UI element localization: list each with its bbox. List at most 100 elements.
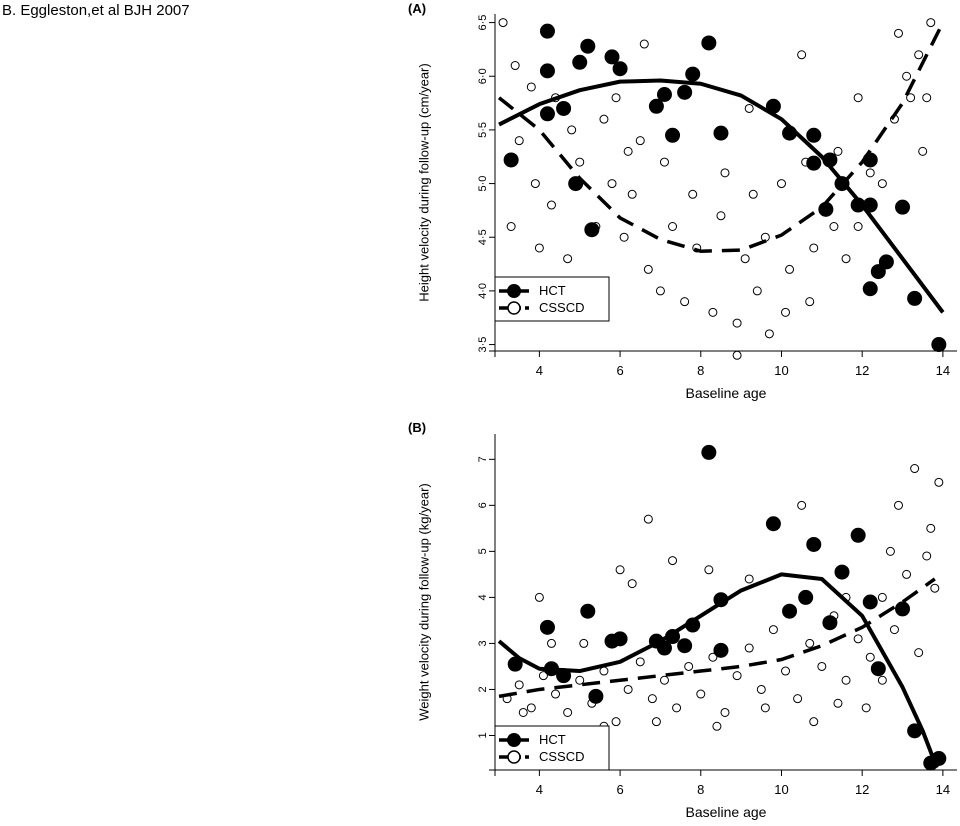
point-hct	[648, 98, 664, 114]
point-hct	[580, 38, 596, 54]
point-csscd	[506, 222, 516, 232]
point-hct	[806, 155, 822, 171]
point-csscd	[902, 71, 912, 81]
point-csscd	[672, 703, 682, 713]
point-hct	[556, 100, 572, 116]
point-csscd	[563, 707, 573, 717]
legend-marker-hct	[507, 733, 521, 747]
point-csscd	[805, 638, 815, 648]
point-csscd	[567, 125, 577, 135]
point-hct	[588, 688, 604, 704]
point-csscd	[877, 179, 887, 189]
point-csscd	[546, 200, 556, 210]
point-hct	[612, 631, 628, 647]
point-csscd	[865, 652, 875, 662]
point-hct	[665, 127, 681, 143]
x-tick-label: 8	[697, 782, 704, 797]
point-csscd	[914, 648, 924, 658]
legend-marker-hct	[507, 284, 521, 298]
point-csscd	[534, 592, 544, 602]
point-hct	[677, 638, 693, 654]
x-axis-label: Baseline age	[686, 385, 767, 401]
point-csscd	[668, 556, 678, 566]
point-csscd	[853, 93, 863, 103]
point-csscd	[708, 307, 718, 317]
citation-text: B. Eggleston,et al BJH 2007	[2, 2, 190, 19]
legend: HCT CSSCD	[494, 276, 610, 322]
point-csscd	[720, 707, 730, 717]
point-csscd	[680, 297, 690, 307]
point-csscd	[793, 694, 803, 704]
point-hct	[907, 723, 923, 739]
point-csscd	[615, 565, 625, 575]
point-csscd	[708, 652, 718, 662]
point-csscd	[712, 721, 722, 731]
point-csscd	[514, 136, 524, 146]
y-tick-label: 3	[477, 640, 489, 646]
y-tick-label: 2	[477, 686, 489, 692]
point-csscd	[752, 286, 762, 296]
point-csscd	[744, 574, 754, 584]
point-csscd	[926, 523, 936, 533]
y-axis-label: Weight velocity during follow-up (kg/yea…	[416, 483, 431, 720]
point-csscd	[668, 222, 678, 232]
point-hct	[834, 564, 850, 580]
y-tick-label: 4	[477, 594, 489, 600]
point-csscd	[643, 264, 653, 274]
point-csscd	[647, 694, 657, 704]
legend: HCT CSSCD	[494, 725, 610, 771]
point-csscd	[538, 671, 548, 681]
legend-marker-csscd	[507, 750, 521, 764]
point-hct	[907, 290, 923, 306]
point-hct	[850, 527, 866, 543]
panel-a: (A) 4 6 8 10 12 14 3·5 4·0 4·5 5·0 5·5 6·0 6·5 Baselin…	[408, 1, 957, 401]
x-tick-label: 8	[697, 363, 704, 378]
y-tick-label: 5	[477, 548, 489, 554]
point-csscd	[885, 546, 895, 556]
point-hct	[507, 656, 523, 672]
point-csscd	[841, 675, 851, 685]
point-hct	[604, 49, 620, 65]
point-csscd	[906, 93, 916, 103]
y-tick-label: 1	[477, 732, 489, 738]
point-csscd	[627, 579, 637, 589]
legend-label-csscd: CSSCD	[539, 749, 585, 764]
point-hct	[656, 86, 672, 102]
trend-line-csscd	[498, 577, 936, 699]
point-hct	[806, 127, 822, 143]
x-tick-label: 6	[616, 782, 623, 797]
point-csscd	[732, 671, 742, 681]
point-csscd	[934, 477, 944, 487]
point-csscd	[704, 565, 714, 575]
point-csscd	[534, 243, 544, 253]
point-hct	[584, 222, 600, 238]
point-hct	[503, 152, 519, 168]
point-csscd	[623, 684, 633, 694]
point-csscd	[575, 157, 585, 167]
x-tick-label: 6	[616, 363, 623, 378]
point-csscd	[918, 146, 928, 156]
point-csscd	[510, 61, 520, 71]
point-csscd	[861, 703, 871, 713]
point-hct	[539, 23, 555, 39]
point-csscd	[526, 82, 536, 92]
point-csscd	[732, 350, 742, 360]
point-csscd	[716, 211, 726, 221]
legend-label-hct: HCT	[539, 283, 566, 298]
point-csscd	[599, 666, 609, 676]
point-csscd	[797, 50, 807, 60]
trend-line-hct	[498, 78, 945, 314]
panel-label: (B)	[408, 420, 426, 435]
point-csscd	[740, 254, 750, 264]
point-hct	[701, 35, 717, 51]
point-hct	[862, 281, 878, 297]
y-tick-label: 6·5	[477, 15, 489, 31]
point-hct	[850, 197, 866, 213]
x-tick-label: 14	[936, 782, 950, 797]
point-hct	[806, 536, 822, 552]
point-csscd	[696, 689, 706, 699]
legend-label-csscd: CSSCD	[539, 300, 585, 315]
point-csscd	[546, 638, 556, 648]
point-csscd	[692, 243, 702, 253]
